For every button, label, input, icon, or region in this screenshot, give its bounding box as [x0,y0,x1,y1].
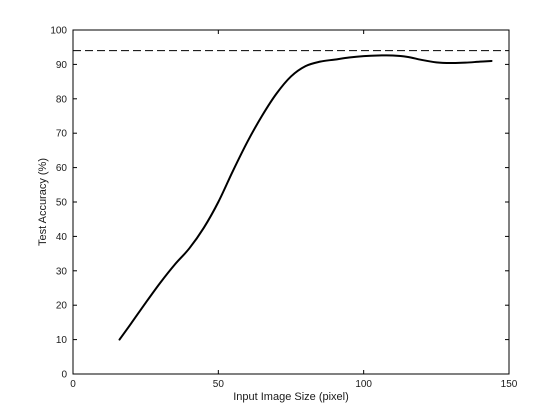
y-tick-label-10: 100 [50,26,67,37]
ticks-layer: 0 50 100 150 0 10 20 30 40 50 60 70 80 90 100 [50,26,517,391]
y-tick-label-5: 50 [56,198,68,209]
y-tick-label-1: 10 [56,335,68,346]
y-tick-label-6: 60 [56,163,68,174]
x-tick-label-0: 0 [70,379,76,390]
x-axis-label: Input Image Size (pixel) [233,391,349,403]
y-tick-label-7: 70 [56,129,68,140]
x-tick-label-2: 100 [355,379,372,390]
series-accuracy-curve [118,54,493,341]
series-layer [73,50,509,341]
y-tick-label-3: 30 [56,266,68,277]
plot-frame [72,29,510,375]
y-tick-label-2: 20 [56,301,68,312]
y-tick-label-0: 0 [61,370,67,381]
y-tick-label-9: 90 [56,60,68,71]
x-tick-label-1: 50 [213,379,225,390]
x-tick-label-3: 150 [501,379,518,390]
y-tick-label-4: 40 [56,232,68,243]
y-axis-label: Test Accuracy (%) [37,158,49,246]
y-tick-label-8: 80 [56,94,68,105]
